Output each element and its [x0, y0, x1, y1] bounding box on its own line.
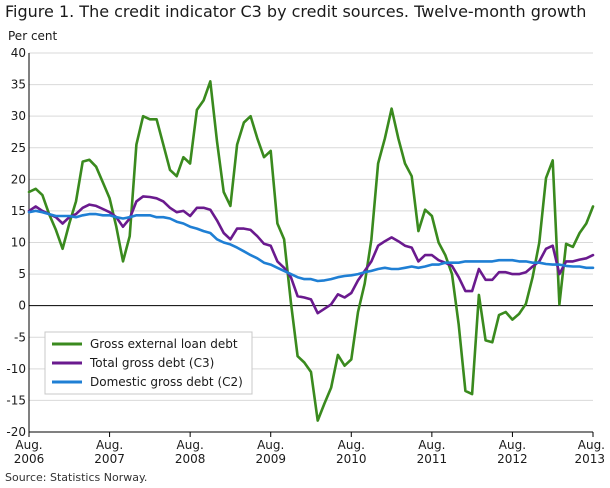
x-tick-label-month: Aug.: [96, 438, 123, 452]
y-tick-label: 0: [18, 299, 26, 313]
y-tick-label: -10: [6, 362, 26, 376]
x-tick-label-year: 2008: [175, 452, 206, 466]
line-chart: -20-15-10-50510152025303540Aug.2006Aug.2…: [6, 46, 605, 466]
x-tick-label-year: 2013: [574, 452, 605, 466]
series-lines: [27, 80, 595, 422]
y-tick-label: 10: [11, 236, 26, 250]
x-tick-label-year: 2012: [497, 452, 528, 466]
legend-label-2: Total gross debt (C3): [89, 356, 214, 370]
y-tick-label: 30: [11, 109, 26, 123]
legend: Gross external loan debt Total gross debt…: [44, 331, 253, 395]
x-tick-label-year: 2011: [417, 452, 448, 466]
x-tick-label-month: Aug.: [418, 438, 445, 452]
legend-label-1: Gross external loan debt: [90, 337, 238, 351]
x-tick-label-month: Aug.: [578, 438, 605, 452]
series-line-3: [27, 209, 595, 283]
x-tick-label-year: 2006: [14, 452, 45, 466]
source-note: Source: Statistics Norway.: [5, 471, 148, 484]
series-line-1: [27, 80, 595, 422]
y-tick-label: 25: [11, 141, 26, 155]
y-tick-label: 35: [11, 78, 26, 92]
x-tick-label-month: Aug.: [15, 438, 42, 452]
y-tick-label: 40: [11, 46, 26, 60]
legend-label-3: Domestic gross debt (C2): [90, 375, 243, 389]
figure-title: Figure 1. The credit indicator C3 by cre…: [5, 2, 587, 21]
x-tick-label-month: Aug.: [257, 438, 284, 452]
y-tick-label: 15: [11, 204, 26, 218]
y-axis-unit-label: Per cent: [8, 29, 58, 43]
y-tick-label: 5: [18, 267, 26, 281]
y-tick-label: -20: [6, 425, 26, 439]
x-tick-label-month: Aug.: [338, 438, 365, 452]
y-tick-label: 20: [11, 172, 26, 186]
x-tick-label-month: Aug.: [499, 438, 526, 452]
x-tick-label-year: 2010: [336, 452, 367, 466]
x-tick-label-year: 2009: [255, 452, 286, 466]
x-tick-label-year: 2007: [94, 452, 125, 466]
x-tick-label-month: Aug.: [177, 438, 204, 452]
series-line-2: [27, 195, 595, 315]
y-tick-label: -5: [14, 330, 26, 344]
axes: -20-15-10-50510152025303540Aug.2006Aug.2…: [6, 46, 605, 466]
y-tick-label: -15: [6, 393, 26, 407]
